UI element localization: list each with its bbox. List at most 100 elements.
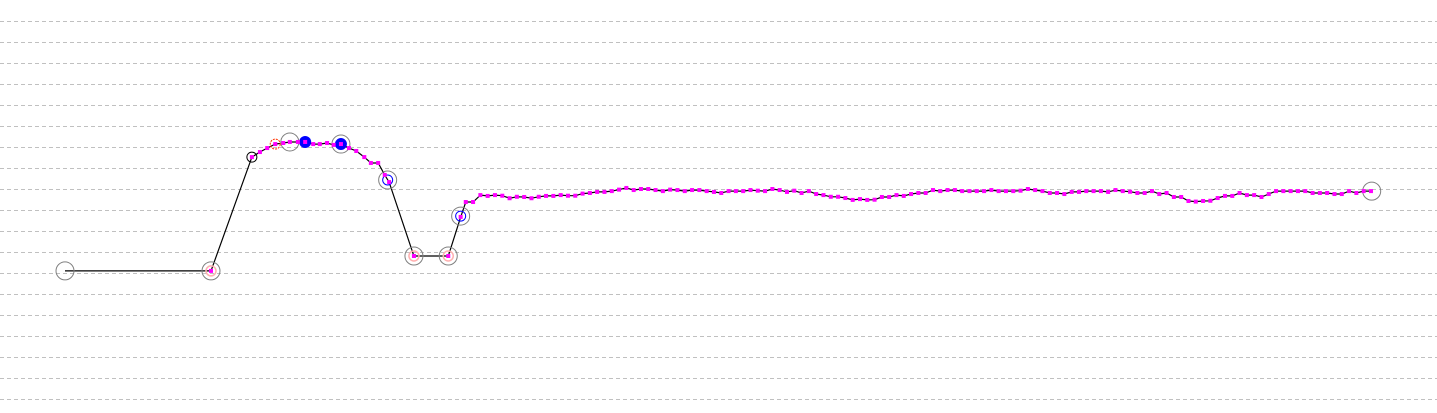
data-point [500,193,505,198]
data-point [814,192,819,197]
data-point [295,139,300,144]
data-point [668,187,673,192]
data-point [843,196,848,201]
data-point [514,194,519,199]
marker-ring-red-dashed [269,138,281,150]
data-point [1303,189,1308,194]
data-point [719,190,724,195]
data-point [1011,189,1016,194]
data-point [303,139,308,144]
marker-ring-black [246,151,258,163]
data-point [989,188,994,193]
data-point [492,193,497,198]
data-point [1266,192,1271,197]
data-point [471,200,476,205]
data-point [1091,189,1096,194]
data-point [1033,188,1038,193]
data-point [1098,189,1103,194]
marker-ring-blue [455,210,467,222]
data-point [1040,189,1045,194]
data-point [996,189,1001,194]
series-lines [65,141,1371,272]
data-point [536,194,541,199]
data-point [982,189,987,194]
data-point [653,188,658,193]
data-point [338,142,343,147]
data-point [565,193,570,198]
data-point [660,189,665,194]
data-point [836,194,841,199]
data-point [1113,188,1118,193]
data-point [967,189,972,194]
data-point [1332,192,1337,197]
data-point [784,189,789,194]
data-point [387,180,392,185]
data-point [850,197,855,202]
data-point [1274,189,1279,194]
data-point [1354,190,1359,195]
data-point [879,194,884,199]
data-point [748,188,753,193]
data-point [1288,189,1293,194]
data-point [792,188,797,193]
data-point [1062,192,1067,197]
data-point [458,214,463,219]
data-point [617,187,622,192]
gridlines [0,21,1437,400]
data-point [587,190,592,195]
data-point [1339,192,1344,197]
data-point [273,142,278,147]
data-point [595,189,600,194]
data-point [763,189,768,194]
data-point [1164,190,1169,195]
data-point [1106,189,1111,194]
data-point [1259,194,1264,199]
data-point [960,189,965,194]
data-point [777,188,782,193]
data-point [690,188,695,193]
data-point [821,193,826,198]
series-line [65,141,1371,272]
data-point [1310,190,1315,195]
data-point [1120,189,1125,194]
data-point [1317,190,1322,195]
data-point [257,150,262,155]
data-point [1201,198,1206,203]
data-point [755,188,760,193]
data-point [382,172,387,177]
data-point [938,189,943,194]
data-point [1186,198,1191,203]
data-point [1208,198,1213,203]
data-point [952,188,957,193]
marker-ring-pink [408,250,420,262]
data-point [1222,193,1227,198]
data-point [507,196,512,201]
data-point [828,194,833,199]
data-point [916,190,921,195]
data-point [1135,190,1140,195]
data-point [1361,189,1366,194]
marker-ring-pink [205,265,217,277]
markers [55,132,1382,281]
data-point [704,189,709,194]
data-point [529,196,534,201]
data-point [646,187,651,191]
data-point [1142,190,1147,195]
marker-ring-pink [442,250,454,262]
data-point [522,194,527,199]
data-point [638,187,643,191]
data-point [1252,193,1257,198]
data-point [1347,189,1352,194]
data-point [1193,199,1198,204]
data-point [675,188,680,193]
data-point [711,189,716,194]
data-point [974,189,979,194]
data-point [376,160,381,165]
data-point [1325,190,1330,195]
data-point [325,141,330,146]
data-point [857,197,862,202]
data-point [872,197,877,202]
data-points [209,139,1373,273]
data-point [682,189,687,194]
